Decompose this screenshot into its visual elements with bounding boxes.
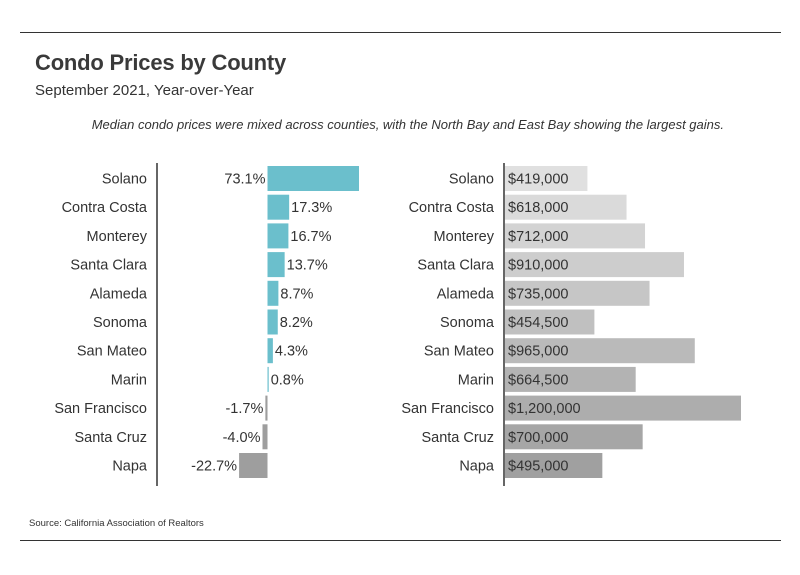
pct-category-label: Alameda [90, 286, 148, 302]
pct-bar [265, 395, 268, 421]
price-data-label: $454,500 [508, 315, 568, 331]
price-bar [505, 424, 643, 450]
price-category-label: Santa Clara [417, 258, 495, 274]
pct-bar [267, 166, 359, 191]
pct-data-label: -1.7% [225, 401, 263, 417]
pct-category-label: Monterey [87, 229, 148, 245]
pct-data-label: 8.2% [280, 315, 313, 331]
price-data-label: $910,000 [508, 258, 568, 274]
top-rule [20, 32, 781, 33]
pct-category-label: Napa [112, 459, 148, 475]
pct-category-label: Contra Costa [62, 200, 148, 216]
price-category-label: Sonoma [440, 315, 495, 331]
price-category-label: Alameda [437, 286, 495, 302]
pct-data-label: -22.7% [191, 459, 237, 475]
price-data-label: $618,000 [508, 200, 568, 216]
price-data-label: $700,000 [508, 430, 568, 446]
price-data-label: $712,000 [508, 229, 568, 245]
price-data-label: $664,500 [508, 372, 568, 388]
pct-bar [267, 280, 279, 306]
pct-data-label: 8.7% [280, 286, 313, 302]
pct-category-label: San Mateo [77, 344, 147, 360]
pct-bar [267, 223, 289, 249]
price-bar [505, 309, 595, 335]
price-category-label: Napa [459, 459, 495, 475]
price-category-label: San Mateo [424, 344, 494, 360]
price-data-label: $419,000 [508, 172, 568, 188]
pct-bar [267, 252, 285, 278]
price-bar [505, 280, 650, 306]
price-bar [505, 194, 627, 220]
price-bar [505, 252, 684, 278]
chart-title: Condo Prices by County [35, 50, 287, 75]
price-bar [505, 395, 741, 421]
price-bar [505, 223, 646, 249]
price-data-label: $735,000 [508, 286, 568, 302]
price-category-label: Monterey [434, 229, 495, 245]
price-category-label: San Francisco [401, 401, 494, 417]
pct-bar [267, 366, 269, 392]
source-note: Source: California Association of Realto… [29, 518, 204, 529]
pct-bar [239, 453, 268, 478]
pct-category-label: Solano [102, 172, 147, 188]
pct-category-label: Santa Clara [70, 258, 148, 274]
price-category-label: Marin [458, 372, 494, 388]
chart-subtitle: September 2021, Year-over-Year [35, 82, 254, 99]
pct-bar [267, 194, 290, 220]
price-category-label: Contra Costa [409, 200, 495, 216]
bottom-rule [20, 540, 781, 541]
price-bar [505, 338, 695, 364]
pct-category-label: San Francisco [54, 401, 147, 417]
price-bar [505, 366, 636, 392]
pct-data-label: 13.7% [287, 258, 328, 274]
price-bar [505, 166, 588, 191]
price-category-label: Solano [449, 172, 494, 188]
pct-data-label: 4.3% [275, 344, 308, 360]
price-bar [505, 453, 603, 478]
pct-bar [267, 309, 278, 335]
price-data-label: $965,000 [508, 344, 568, 360]
chart-note: Median condo prices were mixed across co… [91, 117, 724, 132]
pct-category-label: Santa Cruz [74, 430, 147, 446]
pct-data-label: 16.7% [290, 229, 331, 245]
pct-category-label: Sonoma [93, 315, 148, 331]
pct-data-label: 0.8% [271, 372, 304, 388]
price-category-label: Santa Cruz [421, 430, 494, 446]
pct-data-label: 17.3% [291, 200, 332, 216]
pct-bar [262, 424, 268, 450]
pct-data-label: 73.1% [224, 172, 265, 188]
pct-data-label: -4.0% [223, 430, 261, 446]
price-data-label: $1,200,000 [508, 401, 581, 417]
pct-bar [267, 338, 273, 364]
price-data-label: $495,000 [508, 459, 568, 475]
pct-category-label: Marin [111, 372, 147, 388]
